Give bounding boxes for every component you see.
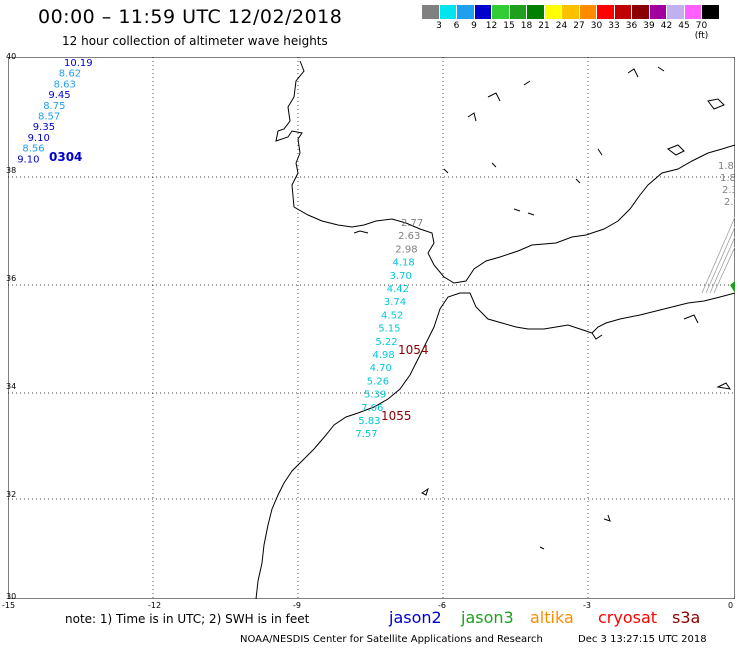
sat-jason2: jason2 — [389, 608, 442, 627]
legend-swatch — [667, 5, 685, 19]
track-height-label: 10.19 — [64, 58, 93, 69]
sat-jason3: jason3 — [461, 608, 514, 627]
track-height-label: 7.06 — [361, 403, 383, 414]
track-height-label: 9.35 — [33, 122, 55, 133]
legend-swatch — [702, 5, 720, 19]
legend-swatch — [579, 5, 597, 19]
track-height-label: 9.10 — [28, 133, 50, 144]
track-height-label: 1.81 — [720, 173, 735, 184]
credit-timestamp: Dec 3 13:27:15 UTC 2018 — [578, 634, 707, 645]
legend-label: 70 (ft) — [694, 21, 709, 41]
map-subtitle: 12 hour collection of altimeter wave hei… — [62, 34, 328, 48]
legend-swatch — [649, 5, 667, 19]
track-height-label: 3.74 — [384, 297, 406, 308]
track-height-label: 5.83 — [358, 416, 380, 427]
sat-s3a: s3a — [672, 608, 701, 627]
track-height-label: 5.15 — [378, 324, 400, 335]
lon-label: -12 — [148, 601, 162, 610]
lon-label: -3 — [583, 601, 591, 610]
lon-label: 0 — [728, 601, 734, 610]
lat-label: 40 — [6, 52, 17, 61]
track-height-label: 5.26 — [367, 376, 389, 387]
track-id-label: 0304 — [49, 150, 82, 164]
color-legend — [422, 5, 720, 19]
legend-swatch — [684, 5, 702, 19]
track-height-label: 4.52 — [381, 310, 403, 321]
lat-label: 34 — [6, 382, 17, 391]
track-height-label: 7.57 — [355, 429, 377, 440]
track-height-label: 8.75 — [43, 101, 65, 112]
lat-label: 36 — [6, 274, 17, 283]
track-height-label: 2.3 — [722, 185, 735, 196]
track-height-label: 5.39 — [364, 390, 386, 401]
legend-label: 45 — [678, 21, 690, 31]
map-title: 00:00 – 11:59 UTC 12/02/2018 — [38, 6, 343, 28]
track-height-label: 4.18 — [392, 258, 414, 269]
track-height-label: 2.77 — [401, 218, 423, 229]
legend-label: 18 — [520, 21, 533, 31]
wave-height-map: 10.198.628.639.458.758.579.359.108.569.1… — [8, 57, 735, 599]
legend-label: 42 — [660, 21, 673, 31]
track-height-label: 9.10 — [17, 154, 39, 165]
credit: NOAA/NESDIS Center for Satellite Applica… — [240, 634, 543, 645]
track-height-label: 2.98 — [395, 244, 417, 255]
lon-label: -15 — [2, 601, 16, 610]
legend-label: 36 — [625, 21, 638, 31]
legend-label: 21 — [538, 21, 550, 31]
legend-label: 27 — [573, 21, 585, 31]
legend-swatch — [544, 5, 562, 19]
track-height-label: 9.45 — [48, 90, 70, 101]
legend-label: 3 — [436, 21, 442, 31]
legend-label: 30 — [590, 21, 603, 31]
track-height-label: 8.56 — [22, 144, 44, 155]
legend-label: 12 — [485, 21, 498, 31]
legend-label: 24 — [555, 21, 568, 31]
legend-label: 15 — [503, 21, 515, 31]
legend-label: 39 — [643, 21, 655, 31]
track-height-label: 2.3 — [724, 197, 735, 208]
sat-altika: altika — [530, 608, 574, 627]
lat-label: 38 — [6, 166, 17, 175]
track-height-label: 3.70 — [390, 271, 412, 282]
coastline — [255, 60, 735, 599]
legend-swatch — [422, 5, 440, 19]
lon-label: -6 — [438, 601, 446, 610]
legend-swatch — [509, 5, 527, 19]
track-jason3-marker — [730, 281, 735, 293]
track-height-label: 4.42 — [387, 284, 409, 295]
legend-swatch — [614, 5, 632, 19]
track-height-label: 1.85 — [718, 161, 735, 172]
legend-swatch — [492, 5, 510, 19]
legend-swatch — [632, 5, 650, 19]
legend-label: 9 — [471, 21, 477, 31]
legend-swatch — [439, 5, 457, 19]
lat-label: 32 — [6, 490, 17, 499]
track-height-label: 8.63 — [54, 79, 76, 90]
legend-swatch — [597, 5, 615, 19]
footer-note: note: 1) Time is in UTC; 2) SWH is in fe… — [65, 612, 310, 626]
track-height-label: 5.22 — [375, 337, 397, 348]
lat-label: 30 — [6, 592, 17, 601]
legend-swatch — [527, 5, 545, 19]
track-id-label: 1055 — [381, 409, 412, 423]
legend-label: 33 — [608, 21, 620, 31]
track-height-label: 2.63 — [398, 231, 420, 242]
sat-cryosat: cryosat — [598, 608, 658, 627]
legend-swatch — [562, 5, 580, 19]
track-height-label: 4.70 — [370, 363, 392, 374]
track-height-label: 8.57 — [38, 112, 60, 123]
legend-swatch — [474, 5, 492, 19]
legend-label: 6 — [453, 21, 460, 31]
track-id-label: 1054 — [398, 343, 429, 357]
track-height-label: 4.98 — [373, 350, 395, 361]
track-far-east-band — [701, 216, 735, 294]
lon-label: -9 — [293, 601, 301, 610]
legend-swatch — [457, 5, 475, 19]
track-height-label: 8.62 — [59, 69, 81, 80]
